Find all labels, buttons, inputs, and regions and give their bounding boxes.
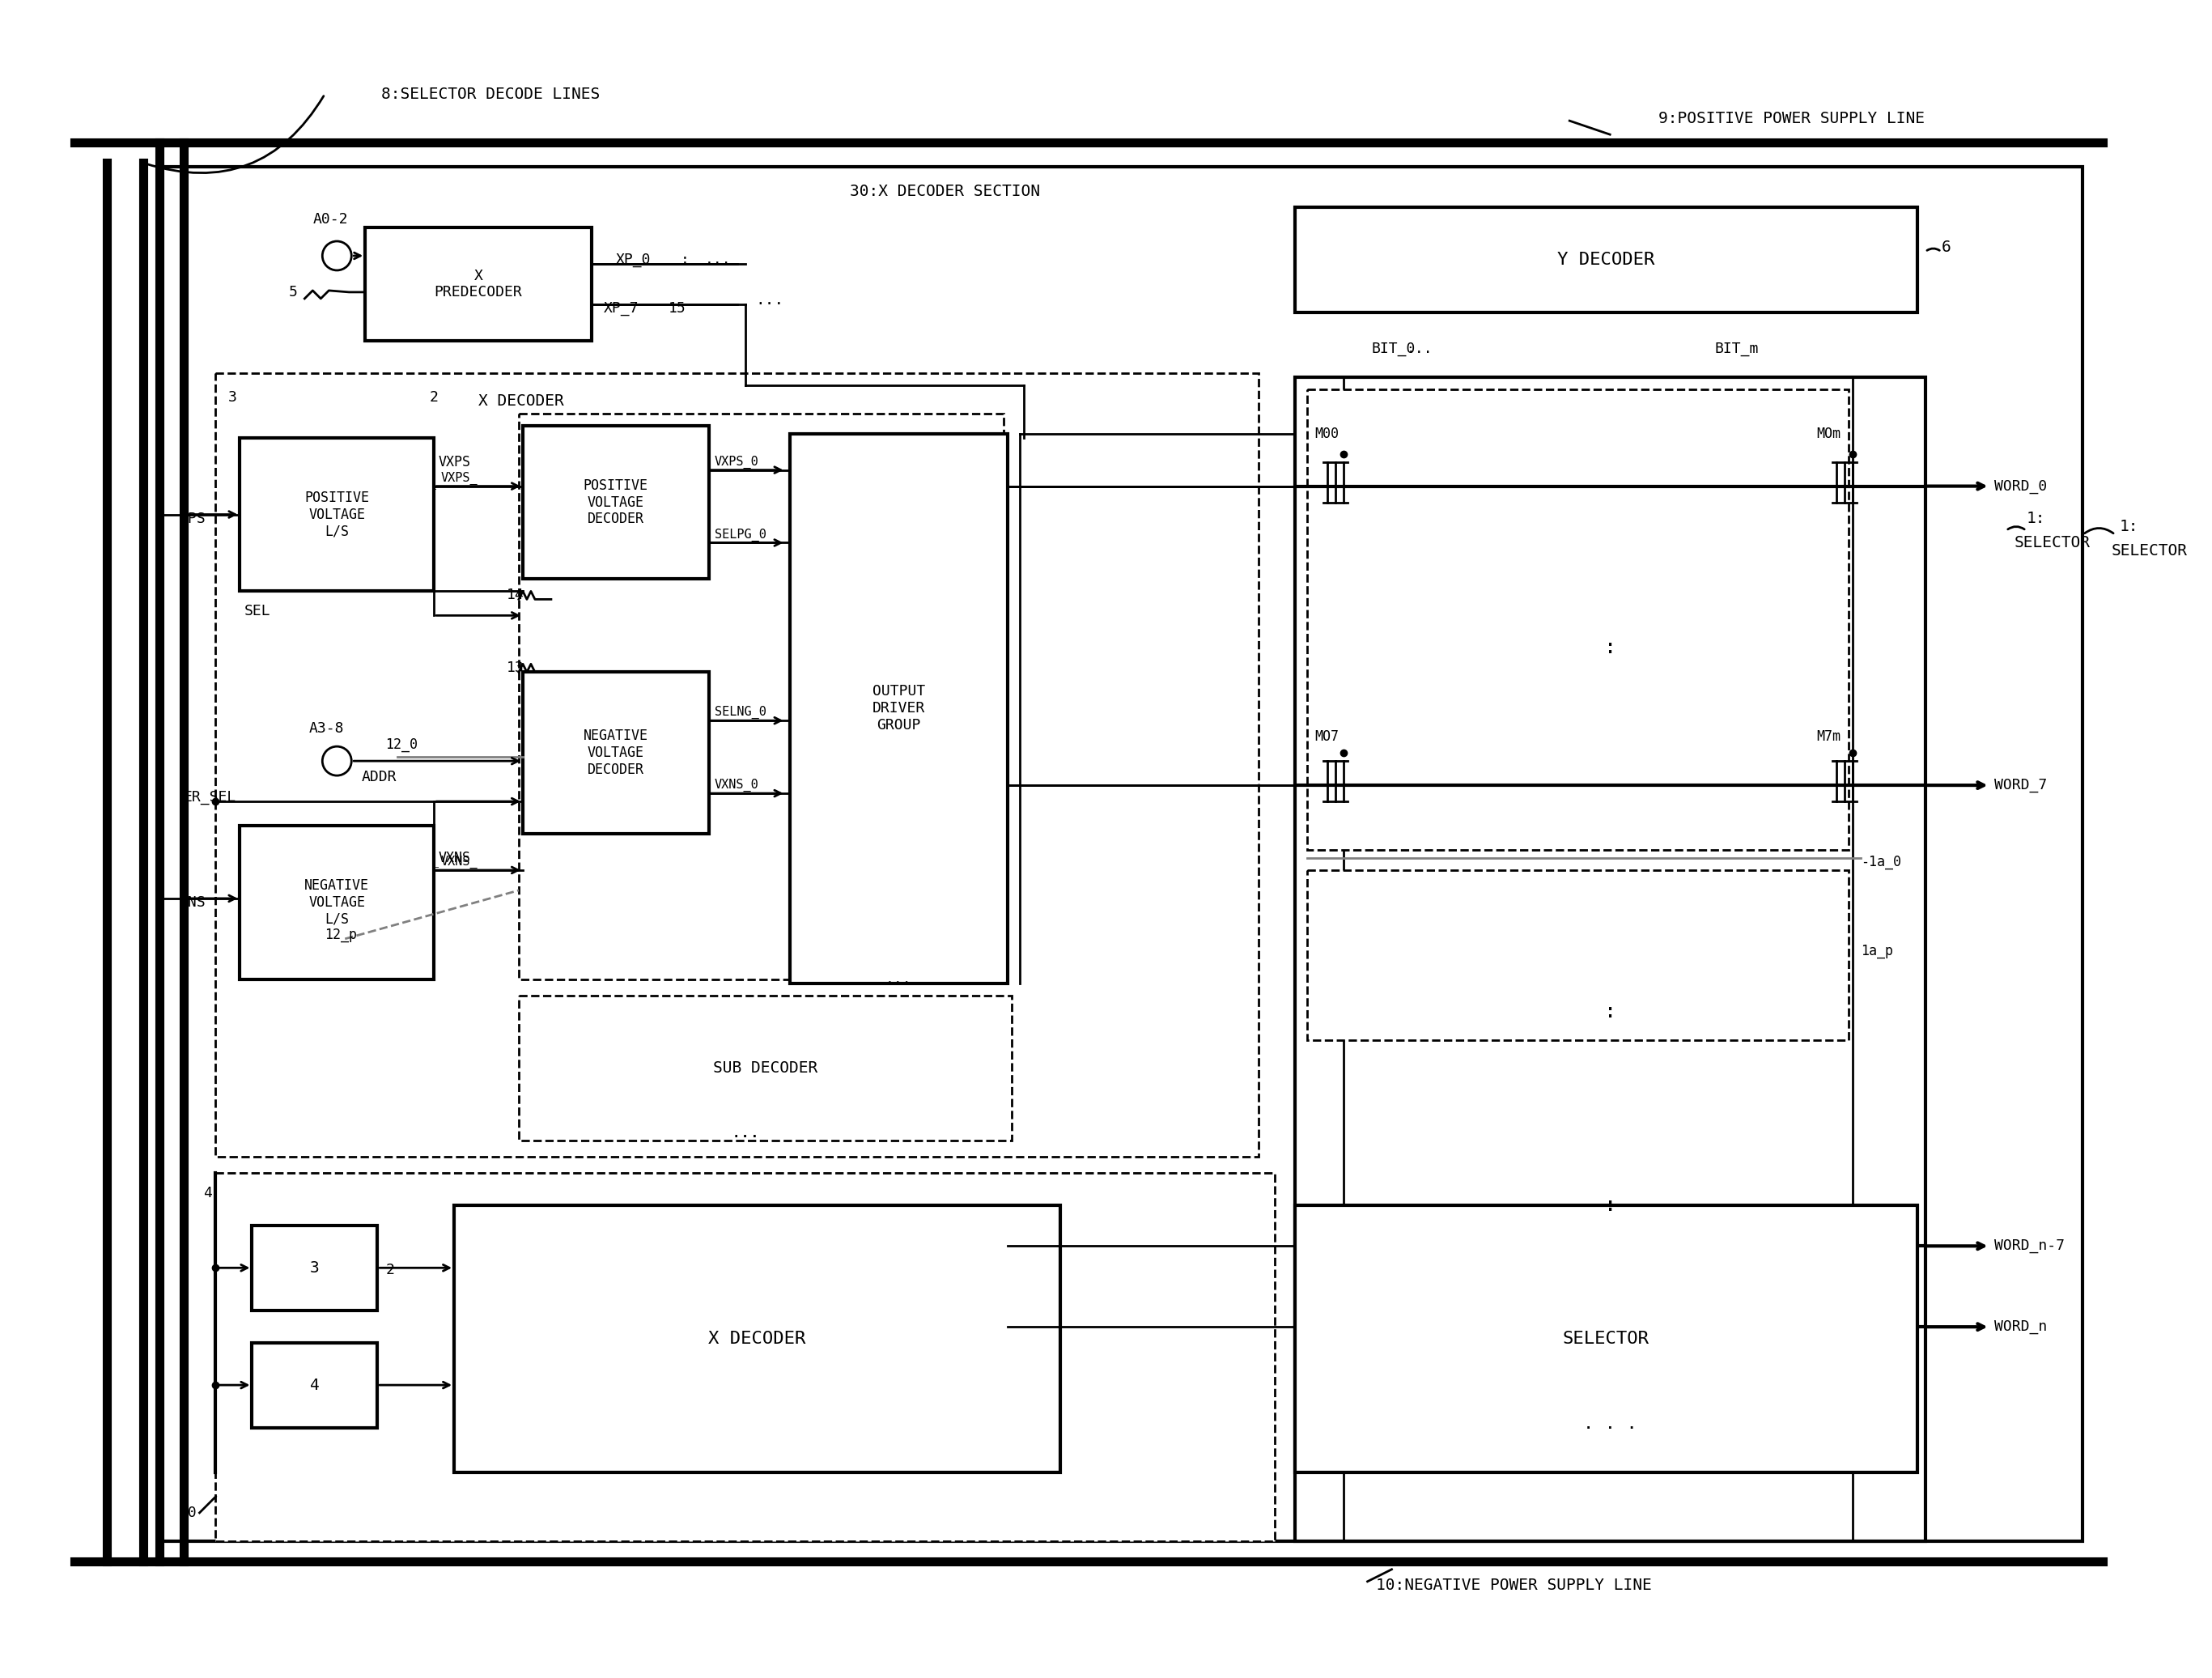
Text: 15: 15 [668,300,686,315]
Text: 9:POSITIVE POWER SUPPLY LINE: 9:POSITIVE POWER SUPPLY LINE [1659,111,1924,126]
Text: X DECODER: X DECODER [478,394,564,409]
Bar [239,826,434,980]
Bar [1294,208,1918,312]
Bar [1307,389,1849,851]
Text: A0-2: A0-2 [312,211,347,227]
Text: 30:X DECODER SECTION: 30:X DECODER SECTION [849,183,1040,198]
Text: ...: ... [885,972,911,987]
Text: XP_7: XP_7 [604,300,639,315]
Text: SEL: SEL [243,604,270,619]
Text: :: : [1604,1002,1617,1022]
Text: SUB DECODER: SUB DECODER [712,1060,818,1076]
Text: 10:NEGATIVE POWER SUPPLY LINE: 10:NEGATIVE POWER SUPPLY LINE [1376,1577,1652,1592]
Bar [159,166,2084,1540]
Text: 30: 30 [179,1505,197,1520]
Text: 12_p: 12_p [325,928,356,941]
Bar [520,413,1004,980]
Text: VXPS_: VXPS_ [440,472,478,485]
Text: ...: ... [706,252,732,267]
Bar [252,1227,378,1311]
Text: :: : [1604,1196,1617,1215]
Text: 3: 3 [310,1260,319,1275]
Text: VXNS_: VXNS_ [440,856,478,869]
Text: SELECTOR: SELECTOR [2110,544,2188,559]
Bar [1294,378,1924,1540]
Text: 1:: 1: [2119,519,2139,534]
Bar [1294,1205,1918,1472]
Text: M00: M00 [1314,426,1338,441]
Text: 6: 6 [1942,240,1951,255]
Text: VXPS: VXPS [438,455,471,470]
Text: POSITIVE
VOLTAGE
L/S: POSITIVE VOLTAGE L/S [305,490,369,539]
Text: A3-8: A3-8 [310,722,343,737]
Text: XP_0: XP_0 [615,252,650,267]
Text: 12_0: 12_0 [385,738,418,752]
Bar [790,433,1009,983]
Text: VXNS_0: VXNS_0 [714,779,759,792]
Text: ER_SEL: ER_SEL [184,790,237,805]
Text: _: _ [431,483,436,490]
Text: SELECTOR: SELECTOR [2015,535,2090,550]
Text: :: : [1604,1196,1617,1215]
Text: VPS: VPS [179,512,206,525]
Text: VNS: VNS [179,894,206,909]
Text: 1:: 1: [2026,510,2046,527]
Text: 13: 13 [507,661,524,675]
Text: ...: ... [730,1126,759,1141]
Text: SELNG_0: SELNG_0 [714,706,765,720]
Bar [252,1342,378,1428]
Text: POSITIVE
VOLTAGE
DECODER: POSITIVE VOLTAGE DECODER [584,478,648,527]
Text: ADDR: ADDR [361,770,396,784]
Text: SELECTOR: SELECTOR [1562,1331,1650,1347]
Bar [217,1173,1274,1540]
Text: Y DECODER: Y DECODER [1557,252,1655,268]
Text: :: : [1604,638,1617,658]
Bar [217,373,1259,1158]
Text: ...: ... [1407,341,1433,356]
Text: BIT_m: BIT_m [1714,341,1759,356]
Text: :: : [681,252,690,267]
Text: NEGATIVE
VOLTAGE
DECODER: NEGATIVE VOLTAGE DECODER [584,728,648,777]
Text: NEGATIVE
VOLTAGE
L/S: NEGATIVE VOLTAGE L/S [305,878,369,926]
Text: X
PREDECODER: X PREDECODER [434,268,522,300]
Text: ...: ... [730,1126,759,1141]
Bar [453,1205,1060,1472]
Text: MO7: MO7 [1314,730,1338,743]
Bar [365,228,591,341]
Text: VXPS_0: VXPS_0 [714,455,759,468]
Text: 4: 4 [204,1186,212,1201]
Text: . . .: . . . [1584,1416,1637,1431]
Text: WORD_n-7: WORD_n-7 [1993,1238,2064,1253]
Bar [520,995,1011,1141]
Text: SELPG_0: SELPG_0 [714,529,765,542]
Text: ...: ... [754,292,783,307]
Text: -1a_0: -1a_0 [1860,854,1900,869]
Text: VXNS: VXNS [438,851,471,866]
Text: 3: 3 [228,389,237,404]
Text: 8:SELECTOR DECODE LINES: 8:SELECTOR DECODE LINES [380,86,599,102]
Bar [239,438,434,591]
Text: 1a_p: 1a_p [1860,943,1893,958]
Text: BIT_0: BIT_0 [1371,341,1416,356]
Text: 2: 2 [385,1264,394,1277]
Text: M7m: M7m [1816,730,1840,743]
Text: 5: 5 [288,285,296,299]
Text: WORD_0: WORD_0 [1993,478,2046,493]
Text: MOm: MOm [1816,426,1840,441]
Text: 4: 4 [310,1378,319,1393]
Text: X DECODER: X DECODER [708,1331,805,1347]
Bar [522,426,708,579]
Bar [1307,871,1849,1040]
Text: WORD_n: WORD_n [1993,1319,2046,1334]
Text: 2: 2 [429,389,438,404]
Bar [522,673,708,834]
Text: WORD_7: WORD_7 [1993,779,2046,792]
Text: _: _ [434,861,438,868]
Text: 14: 14 [507,587,524,602]
Text: OUTPUT
DRIVER
GROUP: OUTPUT DRIVER GROUP [872,685,925,733]
